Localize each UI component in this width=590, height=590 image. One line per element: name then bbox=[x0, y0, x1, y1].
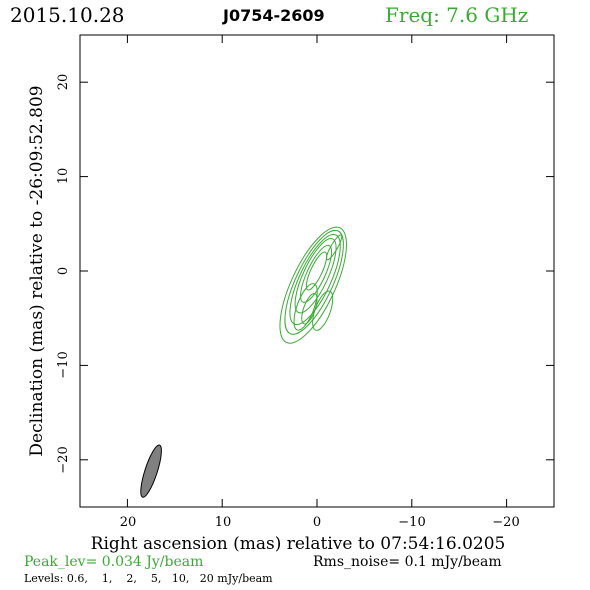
y-axis-label: Declination (mas) relative to -26:09:52.… bbox=[27, 85, 47, 456]
contour-feature bbox=[293, 283, 318, 331]
peak-level: Peak_lev= 0.034 Jy/beam bbox=[24, 554, 203, 570]
y-tick-label: 20 bbox=[56, 74, 71, 91]
x-tick-label: 0 bbox=[313, 515, 321, 530]
plot-frame bbox=[79, 34, 555, 508]
rms-noise: Rms_noise= 0.1 mJy/beam bbox=[313, 554, 502, 570]
contour-level bbox=[294, 238, 337, 314]
x-tick-labels: 20 10 0 −10 −20 bbox=[120, 515, 520, 530]
x-axis-label: Right ascension (mas) relative to 07:54:… bbox=[91, 534, 506, 554]
observation-date: 2015.10.28 bbox=[10, 3, 125, 27]
axis-ticks bbox=[80, 35, 554, 507]
y-tick-labels: 20 10 0 −10 −20 bbox=[56, 74, 71, 474]
y-tick-label: −20 bbox=[56, 446, 71, 473]
x-tick-label: 10 bbox=[215, 515, 232, 530]
source-name: J0754-2609 bbox=[222, 6, 325, 25]
contour-level bbox=[279, 226, 347, 344]
contour-levels: Levels: 0.6, 1, 2, 5, 10, 20 mJy/beam bbox=[24, 572, 273, 585]
y-tick-label: 0 bbox=[56, 267, 71, 275]
frequency-label: Freq: 7.6 GHz bbox=[385, 3, 528, 27]
x-tick-label: 20 bbox=[120, 515, 137, 530]
contour-feature bbox=[312, 290, 334, 331]
contour-level bbox=[300, 244, 333, 303]
beam-ellipse bbox=[140, 444, 162, 498]
y-tick-label: 10 bbox=[56, 168, 71, 185]
contour-lines bbox=[279, 226, 347, 344]
y-tick-label: −10 bbox=[56, 351, 71, 378]
contour-level bbox=[305, 251, 328, 291]
contour-feature bbox=[325, 234, 343, 261]
contour-level bbox=[284, 229, 344, 335]
x-tick-label: −10 bbox=[398, 515, 425, 530]
contour-feature bbox=[301, 293, 318, 325]
x-tick-label: −20 bbox=[492, 515, 519, 530]
